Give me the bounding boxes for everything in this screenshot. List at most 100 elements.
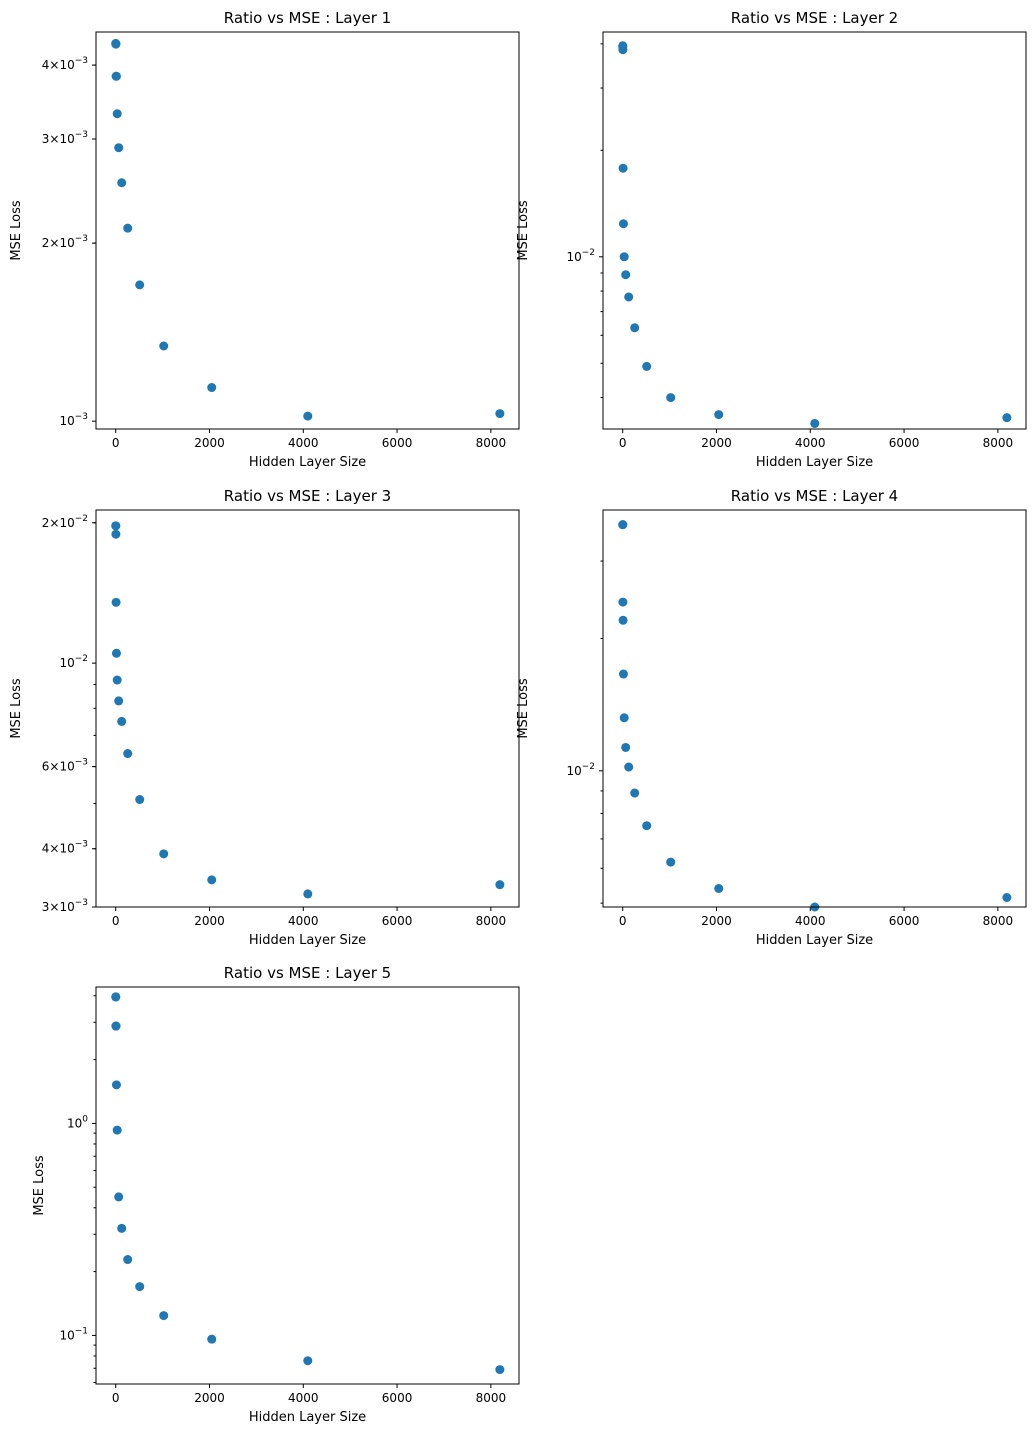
x-tick-label: 4000 xyxy=(795,436,826,450)
data-point xyxy=(642,361,652,371)
data-point xyxy=(495,409,505,419)
data-point xyxy=(135,280,145,290)
plot-area xyxy=(95,509,520,908)
data-point xyxy=(123,1255,133,1265)
chart-title: Ratio vs MSE : Layer 4 xyxy=(731,487,898,505)
x-axis-label: Hidden Layer Size xyxy=(756,933,873,948)
data-point xyxy=(642,821,652,831)
data-point xyxy=(495,880,505,890)
y-tick-label: 6×10−3 xyxy=(42,758,88,774)
data-point xyxy=(114,1192,124,1202)
data-point xyxy=(619,713,629,723)
data-point xyxy=(111,39,121,49)
data-point xyxy=(117,178,127,188)
chart-title: Ratio vs MSE : Layer 3 xyxy=(224,487,391,505)
subplot-3: 3×10−3 4×10−3 6×10−3 10−2 2×10−2 0 2000 4000 600… xyxy=(9,487,520,948)
data-point xyxy=(666,857,676,867)
data-point xyxy=(111,992,121,1002)
x-tick-label: 2000 xyxy=(194,436,225,450)
subplot-4: 10−2 0 2000 4000 6000 8000 Ratio vs MSE : Laye… xyxy=(516,487,1027,948)
data-point xyxy=(618,520,628,530)
data-point xyxy=(630,788,640,798)
x-tick-label: 6000 xyxy=(889,914,920,928)
plot-area xyxy=(95,31,520,430)
data-point xyxy=(666,393,676,403)
y-tick-label: 100 xyxy=(67,1114,88,1130)
x-axis-label: Hidden Layer Size xyxy=(756,455,873,470)
data-point xyxy=(810,418,820,428)
x-tick-label: 0 xyxy=(112,914,120,928)
chart-title: Ratio vs MSE : Layer 1 xyxy=(224,9,391,27)
data-point xyxy=(111,1021,121,1031)
plot-area xyxy=(95,986,520,1385)
data-point xyxy=(621,270,631,280)
data-point xyxy=(303,889,313,899)
data-point xyxy=(1002,892,1012,902)
x-tick-label: 8000 xyxy=(476,1391,507,1405)
data-point xyxy=(618,163,628,173)
chart-title: Ratio vs MSE : Layer 2 xyxy=(731,9,898,27)
x-axis-label: Hidden Layer Size xyxy=(249,455,366,470)
data-point xyxy=(207,383,217,393)
x-tick-label: 2000 xyxy=(194,914,225,928)
y-tick-label: 2×10−2 xyxy=(42,514,88,530)
y-tick-label: 10−2 xyxy=(566,248,595,264)
data-point xyxy=(112,1125,122,1135)
data-point xyxy=(207,1334,217,1344)
y-tick-label: 3×10−3 xyxy=(42,898,88,914)
x-tick-label: 8000 xyxy=(476,914,507,928)
data-point xyxy=(111,1080,121,1090)
data-point xyxy=(618,669,628,679)
y-tick-label: 10−2 xyxy=(59,654,88,670)
x-tick-label: 0 xyxy=(619,436,627,450)
y-tick-label: 2×10−3 xyxy=(42,234,88,250)
y-axis-label: MSE Loss xyxy=(9,678,24,739)
data-point xyxy=(112,675,122,685)
y-axis-label: MSE Loss xyxy=(32,1155,47,1216)
subplot-2: 10−2 0 2000 4000 6000 8000 Ratio vs MSE : Laye… xyxy=(516,9,1027,470)
plot-area xyxy=(602,509,1027,908)
data-point xyxy=(624,762,634,772)
y-tick-label: 10−2 xyxy=(566,762,595,778)
data-point xyxy=(618,219,628,229)
y-tick-label: 10−1 xyxy=(59,1326,88,1342)
x-tick-label: 6000 xyxy=(382,1391,413,1405)
data-point xyxy=(618,45,628,55)
x-tick-label: 0 xyxy=(619,914,627,928)
y-tick-label: 10−3 xyxy=(59,412,88,428)
data-point xyxy=(123,223,133,233)
subplot-5: 10−1 100 0 2000 4000 6000 8000 Ratio vs MSE : L… xyxy=(32,964,520,1425)
y-axis-label: MSE Loss xyxy=(516,200,531,261)
y-axis-label: MSE Loss xyxy=(9,200,24,261)
data-point xyxy=(111,529,121,539)
x-tick-label: 6000 xyxy=(382,436,413,450)
x-axis-label: Hidden Layer Size xyxy=(249,933,366,948)
data-point xyxy=(495,1365,505,1375)
y-axis-label: MSE Loss xyxy=(516,678,531,739)
x-tick-label: 2000 xyxy=(194,1391,225,1405)
x-tick-label: 4000 xyxy=(288,914,319,928)
x-axis-label: Hidden Layer Size xyxy=(249,1410,366,1425)
data-point xyxy=(159,341,169,351)
data-point xyxy=(114,696,124,706)
x-tick-label: 8000 xyxy=(983,436,1014,450)
y-tick-label: 4×10−3 xyxy=(42,840,88,856)
data-point xyxy=(114,143,124,153)
plot-area xyxy=(602,31,1027,430)
data-point xyxy=(618,615,628,625)
subplot-1: 10−3 2×10−3 3×10−3 4×10−3 0 2000 4000 6000 8000 R… xyxy=(9,9,520,470)
data-point xyxy=(112,109,122,119)
data-point xyxy=(117,716,127,726)
x-tick-label: 8000 xyxy=(476,436,507,450)
data-point xyxy=(630,323,640,333)
data-point xyxy=(123,749,133,759)
data-point xyxy=(135,795,145,805)
data-point xyxy=(159,1311,169,1321)
data-point xyxy=(621,742,631,752)
chart-title: Ratio vs MSE : Layer 5 xyxy=(224,964,391,982)
data-point xyxy=(111,597,121,607)
data-point xyxy=(111,648,121,658)
data-point xyxy=(117,1223,127,1233)
x-tick-label: 4000 xyxy=(288,436,319,450)
